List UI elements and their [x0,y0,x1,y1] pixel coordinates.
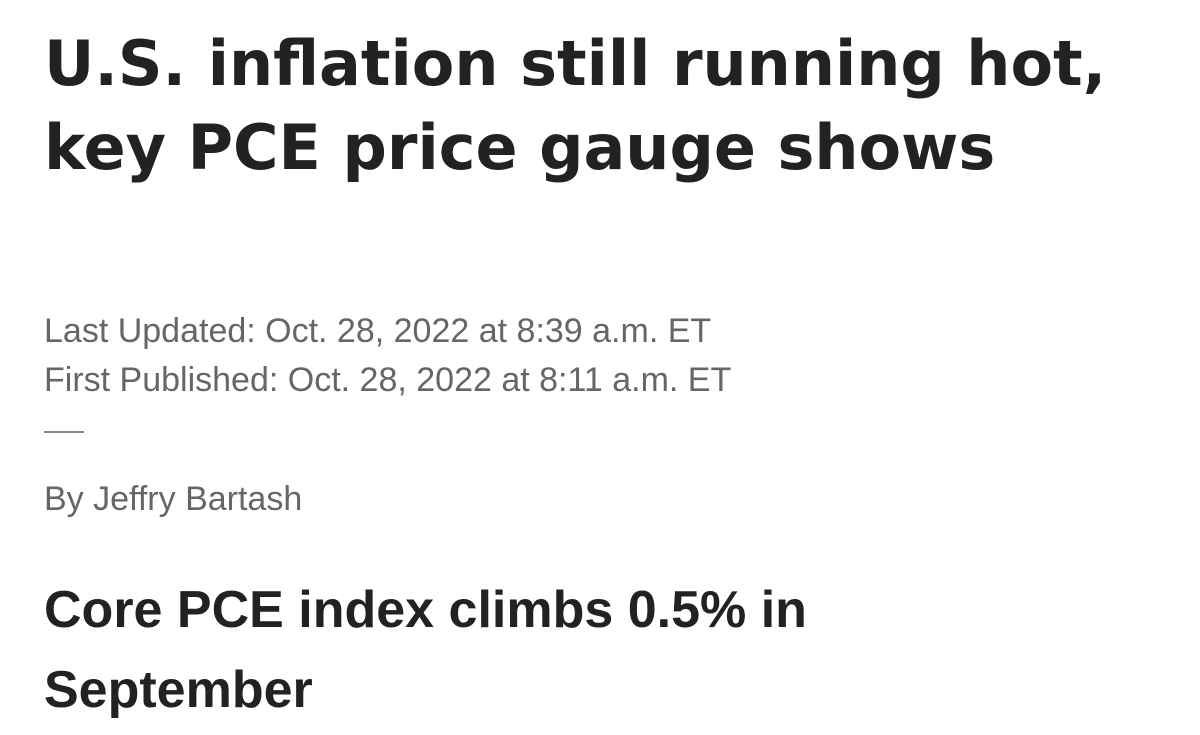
first-published: First Published: Oct. 28, 2022 at 8:11 a… [44,361,732,399]
subheadline: Core PCE index climbs 0.5% in September [44,581,807,719]
byline[interactable]: By Jeffry Bartash [44,480,303,518]
last-updated: Last Updated: Oct. 28, 2022 at 8:39 a.m.… [44,312,712,350]
divider [44,431,84,433]
headline: U.S. inflation still running hot, key PC… [44,27,1107,184]
